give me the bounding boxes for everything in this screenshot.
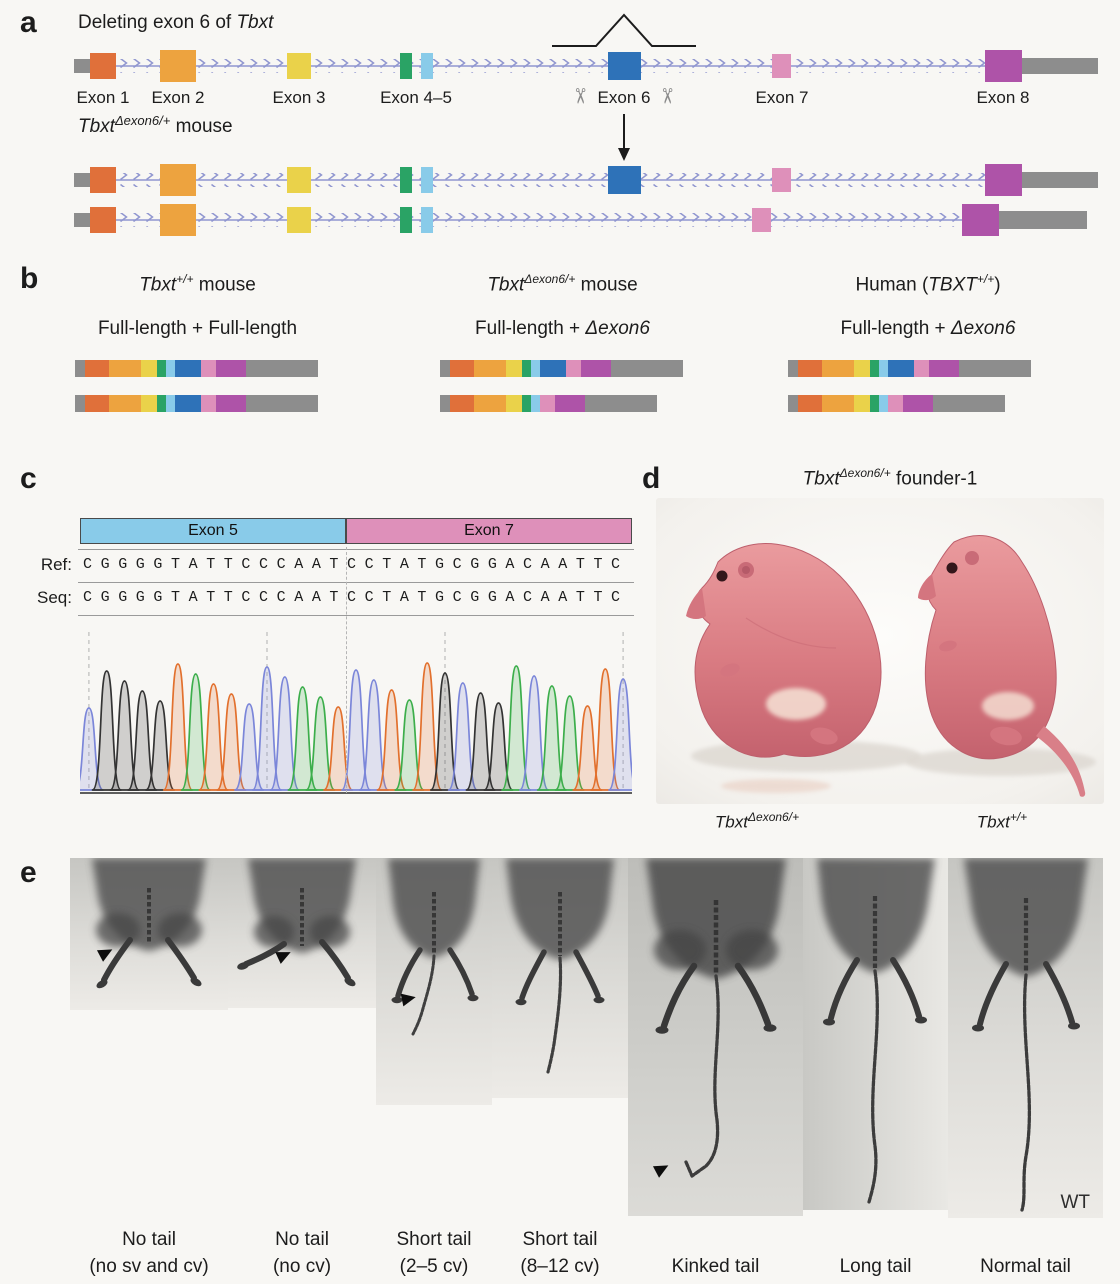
exon6-box <box>608 52 641 80</box>
phenotype-label-7: Normal tail <box>980 1256 1071 1277</box>
exon3-box <box>287 53 311 79</box>
separator-line <box>78 582 634 583</box>
exon4-5-label: Exon 4–5 <box>380 88 452 107</box>
wildtype-pup-label: Tbxt+/+ <box>976 810 1028 832</box>
exon-labels: Exon 1 Exon 2 Exon 3 Exon 4–5 Exon 6 Exo… <box>77 88 1030 107</box>
exon5-box <box>421 53 433 79</box>
protein-bar-full-length <box>788 360 1068 377</box>
phenotype-label-6: Long tail <box>839 1256 912 1277</box>
panel-e-label: e <box>20 856 37 889</box>
arrowhead-icon <box>400 993 416 1007</box>
protein-bar-dexon6 <box>788 395 1068 412</box>
protein-bar-full-length <box>75 360 320 377</box>
ref-label: Ref: <box>40 555 72 574</box>
exon4-box <box>400 53 412 79</box>
exon1-box <box>90 53 116 79</box>
tail <box>1020 973 1031 1212</box>
exon2-label: Exon 2 <box>152 88 205 107</box>
panel-a-diagram: Deleting exon 6 of Tbxt ✂ ✂ Exon 1 Exon … <box>74 12 1098 236</box>
protein-bar-dexon6 <box>440 395 685 412</box>
separator-line <box>78 549 634 550</box>
column-title: TbxtΔexon6/+ mouse <box>487 272 638 296</box>
exon7-label: Exon 7 <box>756 88 809 107</box>
phenotype-label-2: No tail (no cv) <box>272 1229 332 1277</box>
gene-diagram-wildtype <box>74 50 1098 82</box>
arrowhead-icon <box>652 1165 669 1178</box>
kinked-tail <box>684 974 720 1178</box>
isoform-subtitle: Full-length + Full-length <box>97 318 298 339</box>
xray-no-tail-1 <box>70 858 228 1010</box>
exon1-label: Exon 1 <box>77 88 130 107</box>
phenotype-label-1: No tail (no sv and cv) <box>89 1229 209 1277</box>
eye <box>946 562 958 574</box>
separator-line <box>78 615 634 616</box>
arrowhead-icon <box>96 949 113 962</box>
scissors-left-icon: ✂ <box>568 87 591 105</box>
xray-no-tail-2 <box>228 858 376 1008</box>
mutant-pup-label: TbxtΔexon6/+ <box>714 810 800 832</box>
exon-header-row: Exon 5 Exon 7 <box>80 518 632 544</box>
allele-name: TbxtΔexon6/+ mouse <box>78 113 233 137</box>
deletion-caret <box>552 13 696 47</box>
protein-bar-second <box>75 395 320 412</box>
arrowhead-icon <box>275 952 291 964</box>
phenotype-label-3: Short tail (2–5 cv) <box>396 1229 472 1277</box>
scissors-right-icon: ✂ <box>655 87 678 105</box>
panel-c-label: c <box>20 462 37 495</box>
xray-long-tail <box>803 858 948 1210</box>
mouse-photo <box>656 498 1104 804</box>
panel-d-label: d <box>642 462 661 495</box>
genotype-column-mouse-wt: Tbxt+/+ mouse Full-length + Full-length <box>75 272 320 412</box>
exon8-label: Exon 8 <box>977 88 1030 107</box>
eye <box>716 570 728 582</box>
allele-with-exon6 <box>74 164 1098 196</box>
ref-sequence: CGGGGTATTCCCAATCCTATGCGGACAATTC <box>83 556 629 573</box>
exon8-box <box>985 50 1022 82</box>
genotype-column-human: Human (TBXT+/+) Full-length + Δexon6 <box>788 272 1068 412</box>
phenotype-label-5: Kinked tail <box>671 1256 760 1277</box>
junction-line <box>346 547 347 793</box>
exon5-header: Exon 5 <box>80 518 346 544</box>
exon2-box <box>160 50 196 82</box>
chromatogram <box>80 632 632 794</box>
xray-short-tail-1 <box>376 858 492 1105</box>
tail <box>867 969 879 1204</box>
isoform-subtitle: Full-length + Δexon6 <box>475 318 650 339</box>
exon6-label: Exon 6 <box>598 88 651 107</box>
exon3-label: Exon 3 <box>273 88 326 107</box>
tail <box>546 956 563 1074</box>
phenotype-label-4: Short tail (8–12 cv) <box>520 1229 600 1277</box>
panel-a-title: Deleting exon 6 of Tbxt <box>78 12 274 33</box>
xray-kinked-tail <box>628 858 803 1216</box>
seq-sequence: CGGGGTATTCCCAATCCTATGCGGACAATTC <box>83 589 629 606</box>
panel-a-label: a <box>20 6 37 39</box>
exon7-box <box>772 54 791 78</box>
allele-without-exon6 <box>74 204 1087 236</box>
protein-bar-full-length <box>440 360 685 377</box>
column-title: Tbxt+/+ mouse <box>139 272 256 296</box>
tail <box>411 954 436 1036</box>
panel-d-title: TbxtΔexon6/+ founder-1 <box>802 466 978 490</box>
column-title: Human (TBXT+/+) <box>855 272 1001 296</box>
exon7-header: Exon 7 <box>346 518 632 544</box>
seq-label: Seq: <box>37 588 72 607</box>
isoform-subtitle: Full-length + Δexon6 <box>840 318 1016 339</box>
tail <box>1036 726 1086 797</box>
down-arrow-icon <box>618 114 630 161</box>
xray-normal-tail: WT <box>948 858 1103 1218</box>
wt-label: WT <box>1060 1192 1090 1213</box>
genotype-column-mouse-het: TbxtΔexon6/+ mouse Full-length + Δexon6 <box>440 272 685 412</box>
xray-short-tail-2 <box>492 858 628 1098</box>
wildtype-pup <box>918 535 1086 797</box>
panel-b-label: b <box>20 262 39 295</box>
mutant-pup <box>686 543 882 758</box>
